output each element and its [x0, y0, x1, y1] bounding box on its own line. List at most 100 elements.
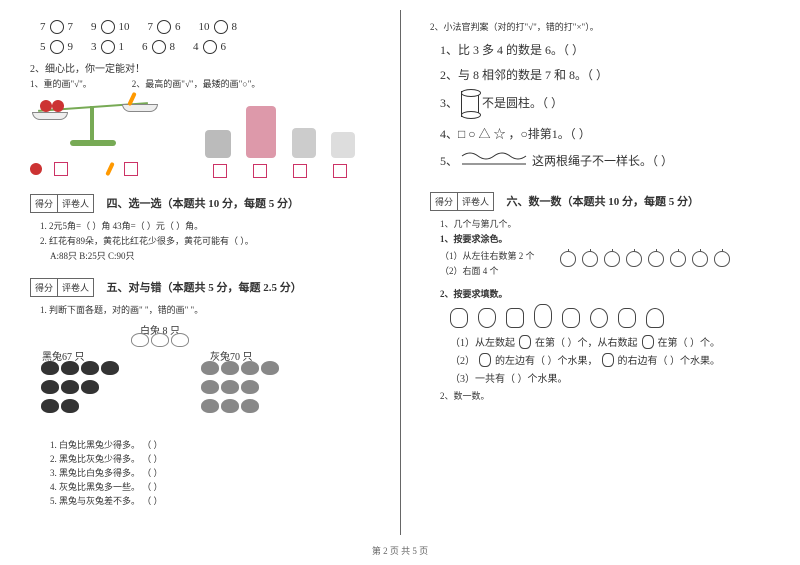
bunny-icon: [221, 380, 239, 394]
jq1: 1、比 3 多 4 的数是 6。（ ）: [440, 41, 775, 58]
careful-sub1: 1、重的画"√"。: [30, 77, 92, 90]
fruit-small-icon: [479, 353, 491, 367]
q6-intro: 1、几个与第几个。: [440, 217, 775, 230]
pair: 46: [193, 40, 226, 54]
checkbox: [293, 164, 307, 178]
checkbox: [213, 164, 227, 178]
apple-outline-icon: [560, 251, 576, 267]
rabbits-area: 白兔 8 只 黑兔67 只 灰兔70 只: [30, 322, 375, 432]
page-footer: 第 2 页 共 5 页: [0, 544, 800, 557]
circle-blank: [101, 20, 115, 34]
pair: 910: [91, 20, 130, 34]
jq3: 3、 不是圆柱。（ ）: [440, 91, 775, 117]
apple-outline-icon: [714, 251, 730, 267]
checkbox: [253, 164, 267, 178]
score-label: 得分: [31, 279, 58, 296]
bunny-icon: [61, 380, 79, 394]
q6-sub2: 2、按要求填数。: [440, 287, 775, 300]
f1b: 在第（ ）个，从右数起: [535, 334, 638, 349]
checkbox: [333, 164, 347, 178]
circle-blank: [214, 20, 228, 34]
grey-bunnies: [200, 360, 320, 417]
fruit-icon: [506, 308, 524, 328]
bunny-icon: [41, 380, 59, 394]
fruit-small-icon: [519, 335, 531, 349]
judge-item: 3. 黑兔比白兔多得多。 （ ）: [50, 466, 375, 479]
bunny-icon: [221, 399, 239, 413]
mouse-icon: [205, 130, 231, 158]
careful-sub2: 2、最高的画"√"，最矮的画"○"。: [132, 77, 261, 90]
compare-row-2: 59 31 68 46: [40, 40, 375, 54]
fruit-row: [450, 304, 775, 328]
jq5b: 这两根绳子不一样长。（ ）: [532, 152, 673, 169]
score-box: 得分 评卷人: [30, 194, 94, 213]
circle-blank: [203, 40, 217, 54]
items-row: [30, 162, 170, 176]
bunny-icon: [201, 380, 219, 394]
checkbox: [124, 162, 138, 176]
apple-icon: [30, 163, 42, 175]
f2c: 的右边有（ ）个水果。: [618, 352, 721, 367]
deer-icon: [246, 106, 276, 158]
cylinder-icon: [461, 91, 479, 117]
jq5a: 5、: [440, 152, 458, 169]
circle-blank: [50, 20, 64, 34]
compare-row-1: 77 910 76 108: [40, 20, 375, 34]
section4-title: 四、选一选（本题共 10 分，每题 5 分）: [107, 195, 300, 211]
apple-icon: [52, 100, 64, 112]
fruit-icon: [534, 304, 552, 328]
f1a: （1）从左数起: [450, 334, 515, 349]
rabbit-icon: [292, 128, 316, 158]
jq4: 4、□ ○ △ ☆ ，○排第1。（ ）: [440, 125, 775, 142]
bunny-icon: [201, 361, 219, 375]
score-label: 得分: [31, 195, 58, 212]
bunny-icon: [41, 399, 59, 413]
bunny-icon: [101, 361, 119, 375]
checkbox: [54, 162, 68, 176]
fruit-small-icon: [602, 353, 614, 367]
fruit-icon: [478, 308, 496, 328]
jq5: 5、 这两根绳子不一样长。（ ）: [440, 150, 775, 170]
apple-outline-icon: [582, 251, 598, 267]
section5-title: 五、对与错（本题共 5 分，每题 2.5 分）: [107, 279, 302, 295]
f2b: 的左边有（ ）个水果，: [495, 352, 598, 367]
scale-drawing: [30, 94, 160, 154]
apple-outline-icon: [604, 251, 620, 267]
bunny-icon: [81, 380, 99, 394]
bunny-icon: [151, 333, 169, 347]
wavy-lines-icon: [460, 150, 530, 170]
circle-blank: [152, 40, 166, 54]
reviewer-label: 评卷人: [58, 195, 93, 212]
bunny-icon: [241, 380, 259, 394]
careful-title: 2、细心比，你一定能对！: [30, 60, 375, 75]
judge-item: 1. 白兔比黑兔少得多。 （ ）: [50, 438, 375, 451]
bunny-icon: [61, 361, 79, 375]
score-label: 得分: [431, 193, 458, 210]
q4-1: 1. 2元5角=（ ）角 43角=（ ）元（ ）角。: [40, 219, 375, 232]
apple-row: [560, 251, 730, 267]
apple-icon: [40, 100, 52, 112]
white-bunnies: [130, 332, 190, 351]
pair: 31: [91, 40, 124, 54]
judge-item: 5. 黑兔与灰兔差不多。 （ ）: [50, 494, 375, 507]
f1c: 在第（ ）个。: [658, 334, 721, 349]
right-column: 2、小法官判案（对的打"√"，错的打"×"）。 1、比 3 多 4 的数是 6。…: [400, 0, 800, 565]
jq3a: 3、: [440, 96, 458, 110]
bunny-icon: [171, 333, 189, 347]
bunny-icon: [241, 399, 259, 413]
bunny-icon: [61, 399, 79, 413]
apple-outline-icon: [626, 251, 642, 267]
fruit-icon: [590, 308, 608, 328]
apple-outline-icon: [648, 251, 664, 267]
careful-subrow: 1、重的画"√"。 2、最高的画"√"，最矮的画"○"。: [30, 77, 375, 90]
q6-sub1b: （2）右面 4 个: [440, 264, 560, 277]
fruit-icon: [450, 308, 468, 328]
animals-area: [200, 94, 360, 180]
black-bunnies: [40, 360, 150, 417]
judge-title: 2、小法官判案（对的打"√"，错的打"×"）。: [430, 20, 775, 33]
circle-blank: [50, 40, 64, 54]
bunny-icon: [201, 399, 219, 413]
q5-intro: 1. 判断下面各题，对的画" "，错的画" "。: [40, 303, 375, 316]
fill-2: （2） 的左边有（ ）个水果， 的右边有（ ）个水果。: [450, 352, 775, 367]
judge-item: 2. 黑兔比灰兔少得多。 （ ）: [50, 452, 375, 465]
